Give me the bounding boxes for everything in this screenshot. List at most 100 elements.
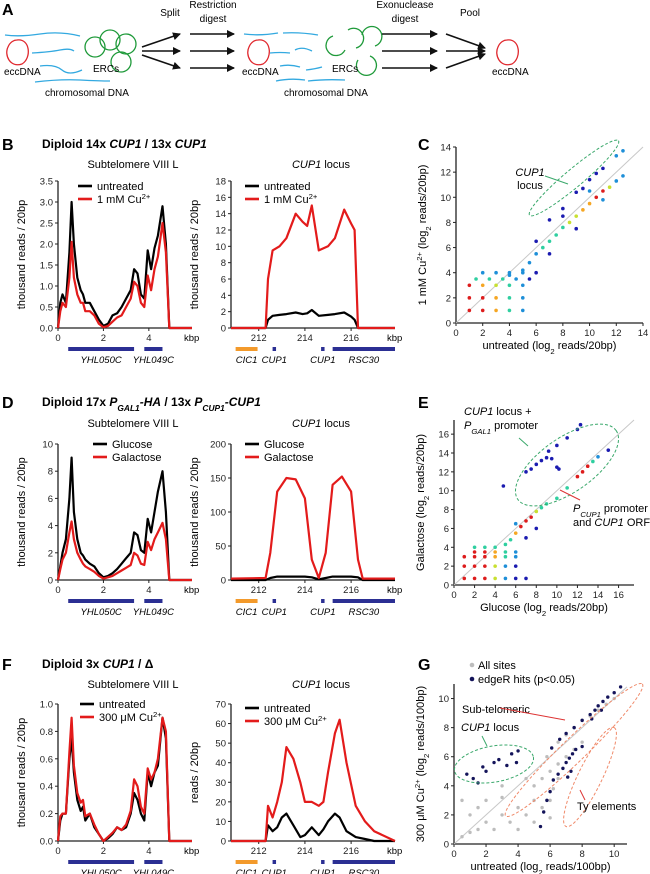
data-point: [476, 827, 480, 832]
y-tick-label: 0.5: [40, 303, 53, 314]
data-point: [520, 270, 525, 275]
x-tick-label: 2: [101, 333, 106, 344]
data-point: [513, 564, 518, 568]
data-point: [514, 277, 518, 281]
data-point: [468, 813, 472, 817]
y-tick-label: 50: [215, 542, 226, 553]
data-point: [472, 550, 477, 554]
x-tick-label: 216: [343, 846, 359, 857]
x-tick-label: 4: [507, 328, 512, 339]
data-point: [545, 755, 549, 759]
sample-mix-1: [4, 29, 137, 83]
gene-bar: [235, 347, 258, 351]
legend-label: 1 mM Cu2+: [97, 192, 151, 207]
erc-circles: [84, 29, 137, 73]
x-tick-label: 16: [613, 590, 624, 601]
y-tick-label: 10: [215, 817, 226, 828]
data-point: [551, 778, 556, 782]
y-tick-label: 8: [221, 258, 226, 269]
x-tick-label: 2: [480, 328, 485, 339]
gene-bar: [68, 347, 135, 351]
annotation-pcup1-promoter: PCUP1 promoter: [573, 503, 648, 519]
y-tick-label: 0.2: [40, 809, 53, 820]
data-point: [467, 296, 472, 300]
data-point: [561, 206, 565, 211]
data-point: [547, 239, 552, 244]
restriction-arrows: [190, 30, 235, 72]
x-tick-label: 4: [146, 585, 151, 596]
data-point: [594, 195, 599, 200]
y-tick-label: 4: [446, 268, 451, 279]
data-point: [606, 695, 610, 699]
series-line-treated: [231, 718, 396, 843]
y-tick-label: 0: [446, 319, 451, 330]
annotation-ellipse: [504, 682, 644, 818]
data-point: [460, 835, 464, 839]
x-tick-label: 0: [453, 328, 458, 339]
x-axis-unit-label: kbp: [184, 585, 199, 596]
legend-label: 300 μM Cu2+: [99, 710, 162, 725]
x-tick-label: 216: [343, 333, 359, 344]
data-point: [539, 458, 544, 463]
data-point: [547, 218, 552, 222]
y-tick-label: 2: [221, 307, 226, 318]
data-point: [544, 455, 549, 460]
data-point: [507, 283, 512, 288]
data-point: [564, 760, 568, 765]
data-point: [483, 564, 487, 568]
annotation-pgal1-promoter: PGAL1 promoter: [464, 420, 538, 436]
annotation-leader: [544, 175, 569, 185]
chart-title: CUP1 locus: [292, 418, 351, 430]
gene-bar: [144, 347, 163, 351]
y-tick-label: 3.0: [40, 198, 53, 209]
ercs-label: ERCs: [332, 64, 358, 75]
data-point: [476, 805, 480, 810]
annotation-leader: [559, 489, 581, 501]
data-point: [529, 515, 533, 519]
data-point: [480, 283, 485, 288]
data-point: [601, 189, 605, 193]
x-tick-label: 2: [101, 846, 106, 857]
data-point: [587, 189, 592, 193]
y-tick-label: 4: [444, 543, 449, 554]
y-tick-label: 150: [210, 474, 226, 485]
data-point: [614, 154, 619, 158]
data-point: [580, 718, 584, 723]
chart-b-sub: Subtelomere VIII L thousand reads / 20bp 0…: [16, 159, 199, 366]
y-tick-label: 2.0: [40, 240, 53, 251]
x-tick-label: 12: [611, 328, 622, 339]
data-point: [524, 519, 528, 523]
data-point: [520, 296, 525, 300]
eccdna-circle: [6, 39, 29, 66]
identity-line: [453, 686, 628, 845]
data-point: [539, 505, 544, 510]
y-tick-label: 14: [440, 143, 451, 154]
data-point: [524, 470, 528, 474]
data-point: [493, 554, 497, 559]
data-point: [493, 550, 497, 554]
data-point: [524, 536, 528, 540]
data-point: [481, 765, 485, 769]
gene-label: CIC1: [236, 607, 258, 618]
y-tick-label: 2: [444, 562, 449, 573]
legend-label: untreated: [264, 703, 310, 715]
x-tick-label: 8: [579, 849, 584, 860]
y-tick-label: 10: [440, 193, 451, 204]
y-tick-label: 50: [215, 739, 226, 750]
gene-bar: [332, 599, 395, 603]
gene-label: RSC30: [349, 868, 380, 874]
data-point: [500, 784, 504, 788]
data-point: [575, 474, 580, 479]
gene-label: YHL049C: [133, 607, 174, 618]
data-point: [492, 827, 496, 832]
chart-title: Subtelomere VIII L: [87, 418, 178, 430]
data-point: [508, 537, 513, 542]
data-point: [507, 308, 512, 313]
data-point: [514, 760, 519, 765]
y-tick-label: 14: [438, 449, 449, 460]
identity-line: [455, 146, 644, 324]
data-point: [565, 436, 569, 440]
data-point: [465, 772, 469, 776]
data-point: [513, 531, 518, 535]
data-point: [492, 760, 496, 765]
